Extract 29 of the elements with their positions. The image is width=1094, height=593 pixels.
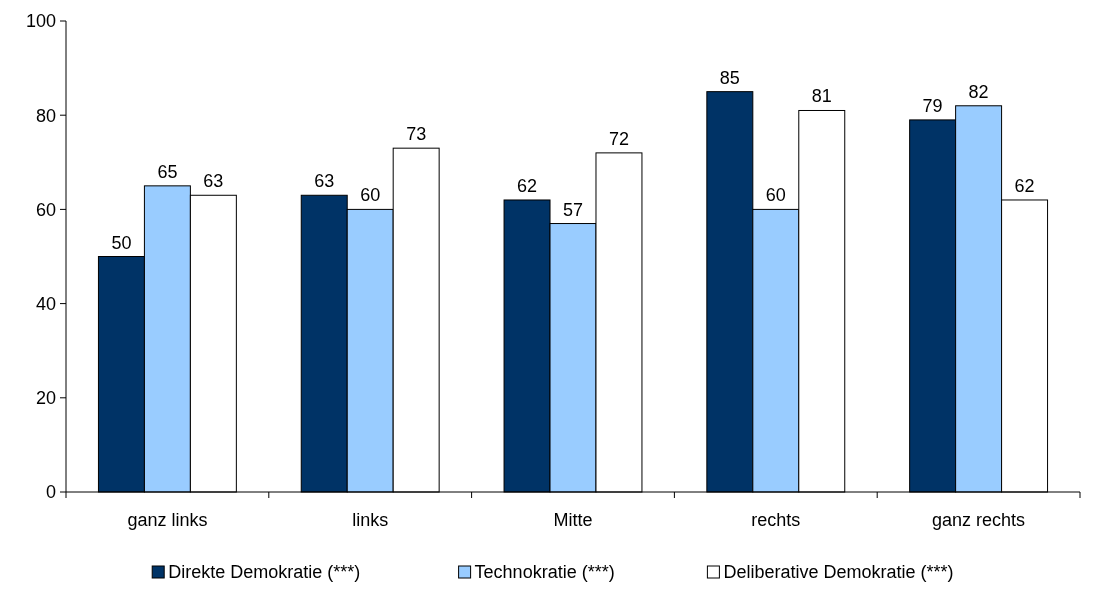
x-tick-label: Mitte <box>553 510 593 530</box>
y-tick-label: 0 <box>45 482 56 503</box>
data-label: 63 <box>314 171 335 192</box>
data-label: 79 <box>922 95 943 116</box>
data-label: 72 <box>608 128 629 149</box>
data-label: 60 <box>765 185 786 206</box>
data-label: 62 <box>517 175 538 196</box>
y-tick-label: 20 <box>35 388 56 409</box>
x-tick-label: ganz rechts <box>932 510 1026 530</box>
y-tick-label: 80 <box>35 105 56 126</box>
data-label: 85 <box>719 67 740 88</box>
data-label: 82 <box>968 81 989 102</box>
legend-label: Deliberative Demokratie (***) <box>723 562 954 582</box>
legend-label: Direkte Demokratie (***) <box>168 562 361 582</box>
x-tick-label: ganz links <box>127 510 208 530</box>
data-label: 73 <box>406 124 427 145</box>
y-tick-label: 100 <box>25 11 56 32</box>
data-label: 57 <box>562 199 584 220</box>
data-label: 81 <box>811 86 832 107</box>
y-tick-label: 40 <box>35 293 56 314</box>
data-label: 63 <box>203 171 224 192</box>
data-label: 65 <box>157 161 178 182</box>
legend-label: Technokratie (***) <box>474 562 615 582</box>
data-label: 62 <box>1014 175 1035 196</box>
data-label: 50 <box>111 232 132 253</box>
y-tick-label: 60 <box>35 199 56 220</box>
x-tick-label: links <box>352 510 389 530</box>
x-tick-label: rechts <box>751 510 801 530</box>
data-label: 60 <box>360 185 381 206</box>
